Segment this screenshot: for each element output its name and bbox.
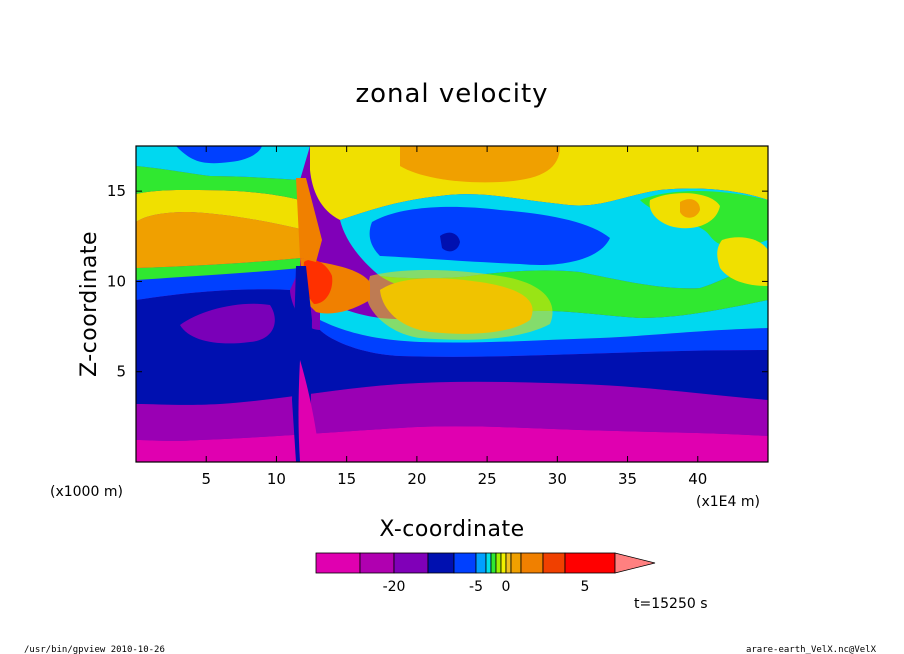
y-tick-label: 15 xyxy=(107,182,126,200)
colorbar-segment xyxy=(510,552,522,574)
colorbar-segment xyxy=(427,552,455,574)
chart-title: zonal velocity xyxy=(355,79,548,109)
x-tick-label: 15 xyxy=(337,470,356,488)
colorbar-segment xyxy=(485,552,492,574)
plot-frame xyxy=(135,145,769,463)
footer-left: /usr/bin/gpview 2010-10-26 xyxy=(24,645,165,654)
contour-band-cyan-top xyxy=(136,146,310,180)
contour-band-magenta xyxy=(136,426,768,462)
plot-area xyxy=(136,146,768,462)
colorbar-segment xyxy=(453,552,477,574)
contour-band-orange-tower xyxy=(296,178,322,262)
contour-band-blue-mid xyxy=(320,320,768,357)
y-axis-label: Z-coordinate xyxy=(77,231,102,377)
x-axis-ticks: 5 10 15 20 25 30 35 40 xyxy=(201,146,707,488)
x-tick-label: 25 xyxy=(478,470,497,488)
colorbar-segment xyxy=(500,552,507,574)
contour-band-dark-blue-core xyxy=(440,232,460,252)
contour-band-blue-upper xyxy=(369,206,610,265)
contour-band-blue xyxy=(136,268,300,300)
contour-band-orange-left xyxy=(136,212,305,268)
colorbar-segment xyxy=(475,552,487,574)
contour-band-green-top-left xyxy=(136,166,300,200)
x-tick-label: 10 xyxy=(267,470,286,488)
y-tick-label: 5 xyxy=(116,363,126,381)
footer-right: arare-earth_VelX.nc@VelX xyxy=(746,645,877,654)
colorbar-tick-label: -5 xyxy=(469,579,483,595)
contour-band-orange-right xyxy=(680,199,700,218)
contour-band-magenta-wall xyxy=(298,360,320,462)
colorbar: -20 -5 0 5 xyxy=(315,552,656,595)
contour-band-blue-top xyxy=(176,146,262,164)
colorbar-segment xyxy=(520,552,544,574)
y-tick-label: 10 xyxy=(107,272,126,290)
colorbar-segment xyxy=(564,552,616,574)
contour-band-green xyxy=(136,258,300,280)
x-axis-label: X-coordinate xyxy=(379,517,524,542)
contour-band-red-core xyxy=(303,259,333,304)
colorbar-segment xyxy=(359,552,395,574)
x-tick-label: 20 xyxy=(407,470,426,488)
y-unit-label: (x1000 m) xyxy=(50,484,123,500)
contour-band-orange-top xyxy=(400,146,560,183)
contour-band-yellow-mid xyxy=(366,270,553,340)
x-unit-label: (x1E4 m) xyxy=(696,494,760,510)
colorbar-tick-label: -20 xyxy=(383,579,406,595)
x-tick-label: 5 xyxy=(201,470,211,488)
y-axis-ticks: 5 10 15 xyxy=(107,182,768,381)
x-tick-label: 40 xyxy=(688,470,707,488)
colorbar-segment xyxy=(315,552,361,574)
colorbar-segment xyxy=(490,552,497,574)
contour-band-yellow-right2 xyxy=(717,237,768,286)
colorbar-segment xyxy=(495,552,502,574)
colorbar-segment xyxy=(393,552,429,574)
colorbar-segment xyxy=(505,552,512,574)
colorbar-tick-label: 5 xyxy=(581,579,590,595)
contour-band-purple-pocket xyxy=(180,303,275,344)
colorbar-segment xyxy=(542,552,566,574)
contour-band-yellow-left xyxy=(136,190,305,230)
colorbar-tick-label: 0 xyxy=(502,579,511,595)
colorbar-extend-arrow xyxy=(614,552,656,574)
time-label: t=15250 s xyxy=(634,596,708,612)
x-tick-label: 30 xyxy=(548,470,567,488)
x-tick-label: 35 xyxy=(618,470,637,488)
